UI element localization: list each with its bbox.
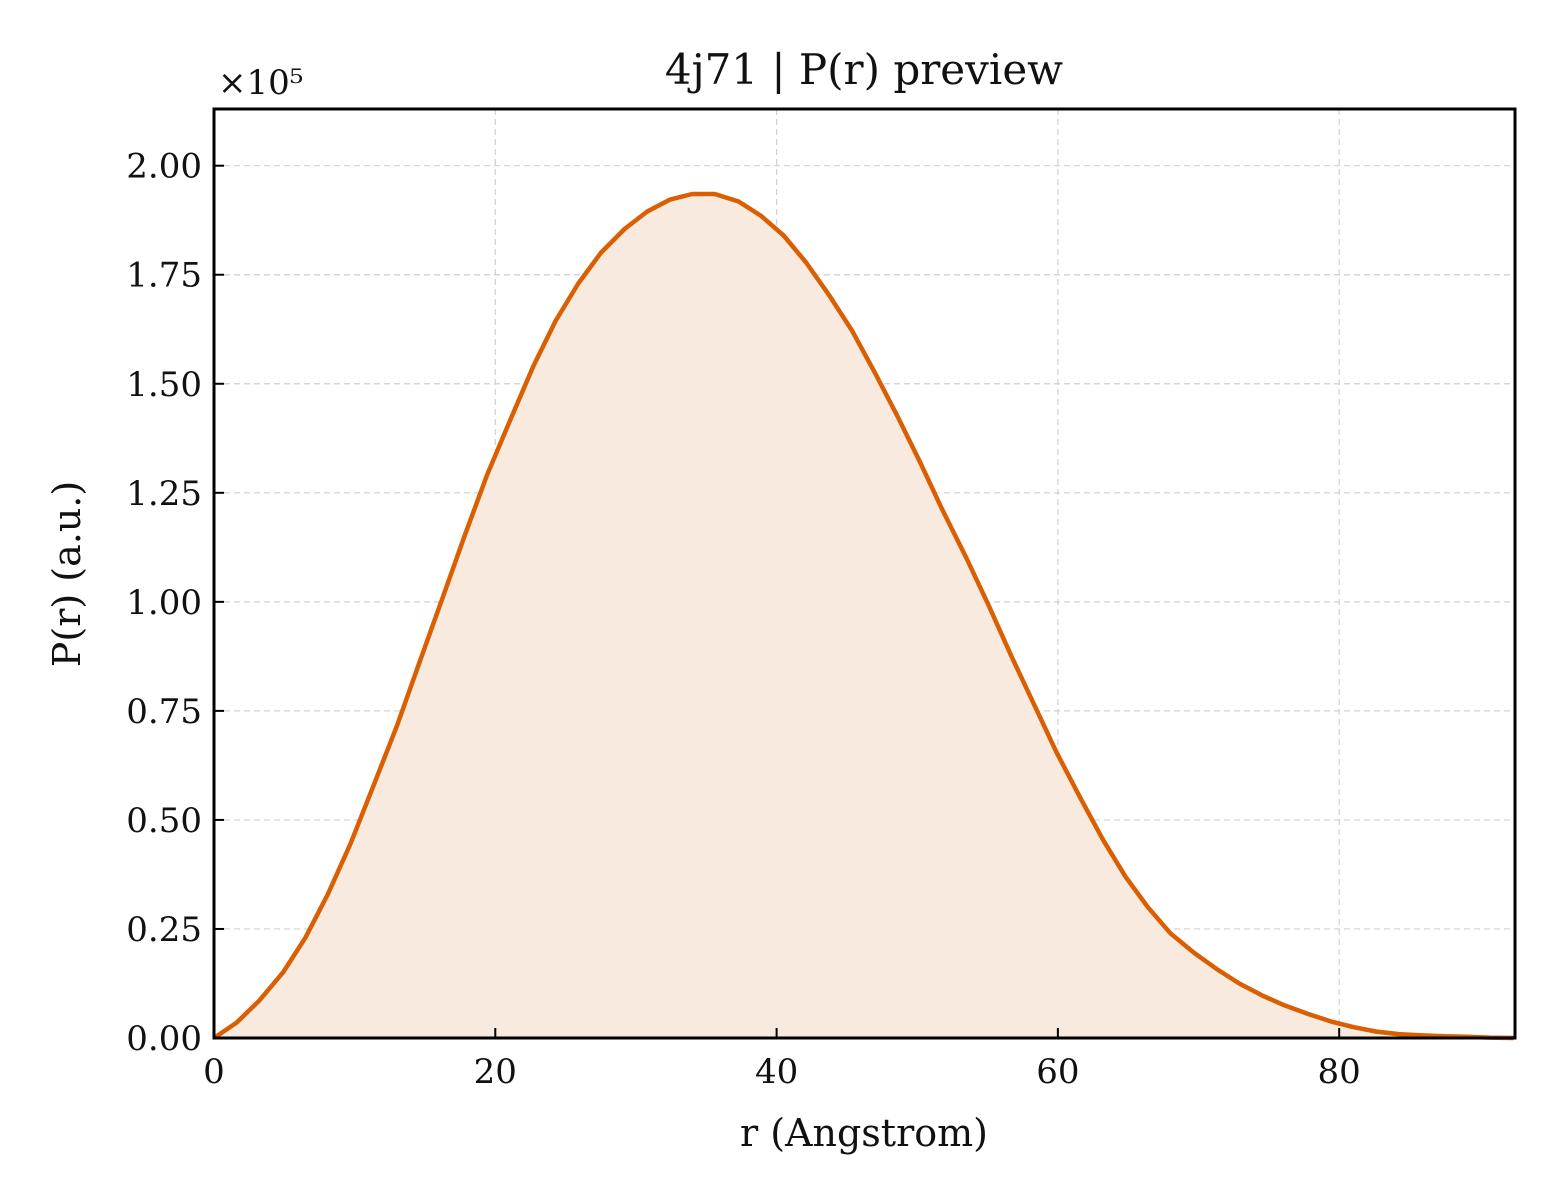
y-tick-label: 0.50 bbox=[126, 801, 202, 841]
x-tick-label: 20 bbox=[474, 1052, 517, 1092]
x-tick-label: 0 bbox=[203, 1052, 225, 1092]
y-tick-label: 0.00 bbox=[126, 1019, 202, 1059]
y-tick-label: 1.75 bbox=[126, 256, 202, 296]
x-tick-label: 60 bbox=[1036, 1052, 1079, 1092]
x-tick-label: 80 bbox=[1318, 1052, 1361, 1092]
y-scale-multiplier: ×10⁵ bbox=[218, 63, 303, 103]
y-axis-label: P(r) (a.u.) bbox=[45, 481, 89, 667]
chart-title: 4j71 | P(r) preview bbox=[665, 45, 1063, 94]
y-tick-label: 1.50 bbox=[126, 365, 202, 405]
axis-ticks: 0 20 40 60 80 0.00 0.25 0.50 0.75 1.00 1.25 1.50 1.7… bbox=[126, 147, 1361, 1092]
y-tick-label: 0.25 bbox=[126, 910, 202, 950]
x-axis-label: r (Angstrom) bbox=[740, 1111, 988, 1155]
plot-frame bbox=[212, 107, 1517, 1040]
y-tick-label: 2.00 bbox=[126, 147, 202, 187]
pr-series-line bbox=[212, 191, 1514, 1041]
y-tick-label: 0.75 bbox=[126, 692, 202, 732]
y-tick-label: 1.00 bbox=[126, 583, 202, 623]
x-tick-label: 40 bbox=[755, 1052, 798, 1092]
pr-area-fill bbox=[214, 194, 1514, 1038]
y-tick-label: 1.25 bbox=[126, 474, 202, 514]
